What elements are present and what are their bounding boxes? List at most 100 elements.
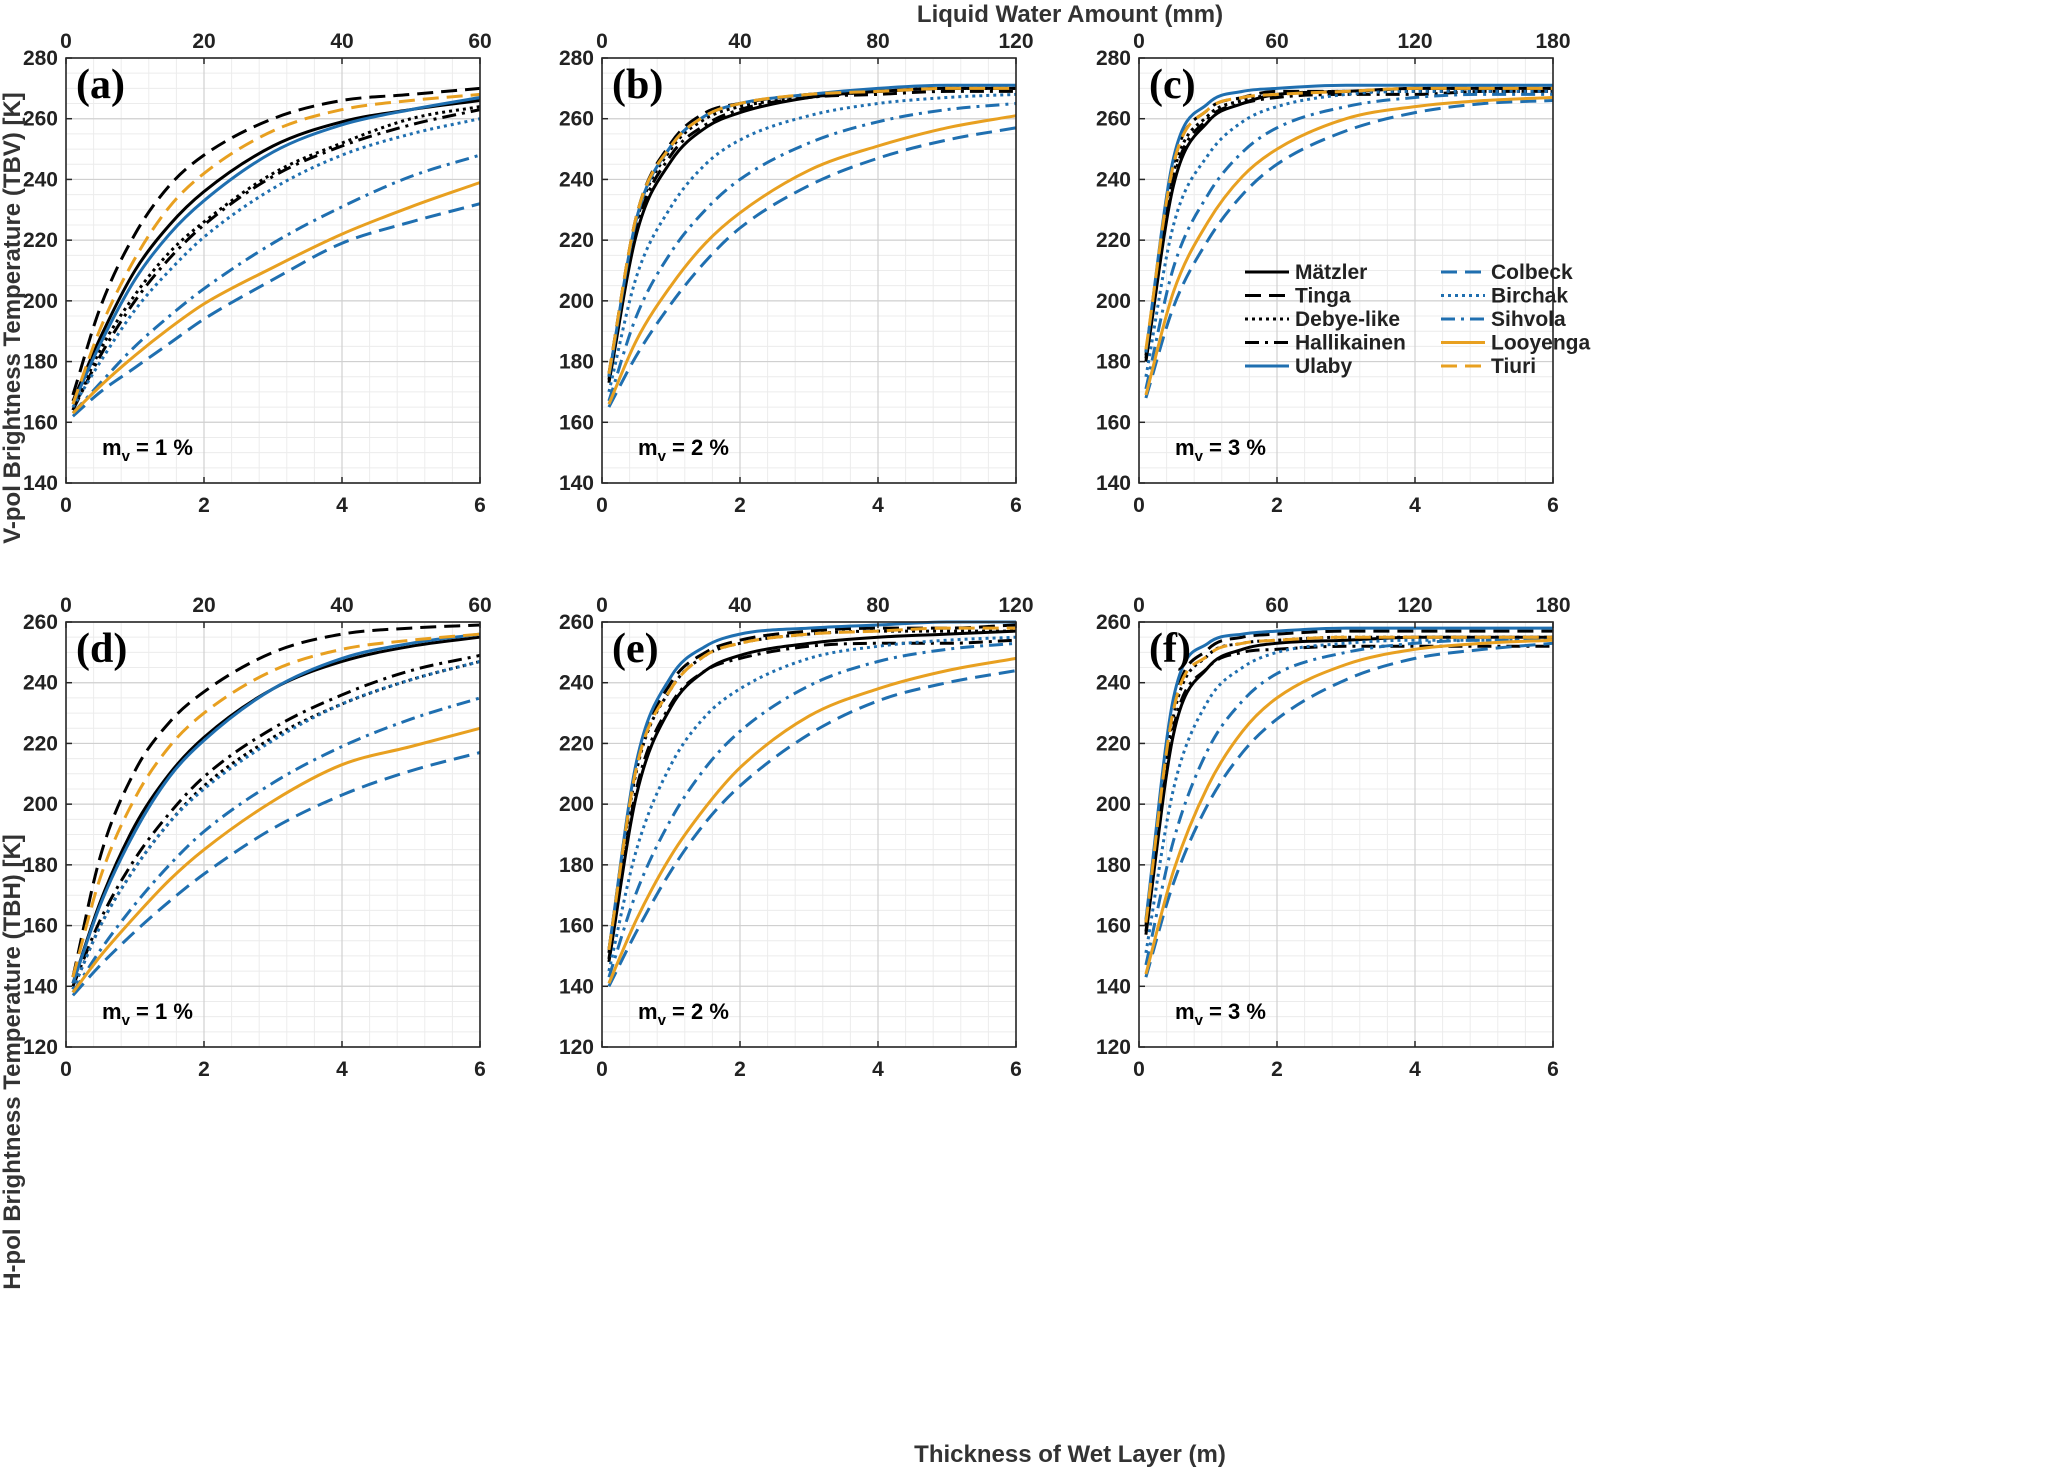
y-tick-label: 260 — [559, 611, 594, 634]
x-tick-label: 0 — [596, 1058, 608, 1081]
y-tick-label: 200 — [1096, 290, 1131, 313]
y-tick-label: 240 — [23, 168, 58, 191]
series-group — [71, 623, 481, 997]
x-tick-label: 6 — [1547, 494, 1559, 517]
y-tick-label: 160 — [1096, 915, 1131, 938]
mv-value: = 2 % — [666, 999, 729, 1024]
series-line-hallikainen — [607, 89, 1016, 381]
y-tick-label: 260 — [23, 611, 58, 634]
axes-frame — [1138, 621, 1554, 1048]
series-line-sihvola — [607, 641, 1017, 978]
series-line-sihvola — [607, 102, 1017, 402]
series-line-tiuri — [1144, 86, 1553, 350]
ylabel-hpol: H-pol Brightness Temperature (TBH) [K] — [0, 834, 26, 1290]
y-tick-label: 180 — [559, 351, 594, 374]
axes-frame — [601, 621, 1017, 1048]
y-tick-label: 200 — [1096, 793, 1131, 816]
y-tick-label: 240 — [1096, 672, 1131, 695]
y-tick-label: 220 — [1096, 229, 1131, 252]
y-tick-label: 160 — [559, 915, 594, 938]
series-line-tinga — [71, 86, 481, 396]
axes-frame — [601, 57, 1017, 484]
legend-label: Hallikainen — [1295, 332, 1406, 355]
x-tick-label: 4 — [1409, 494, 1421, 517]
y-tick-label: 200 — [559, 290, 594, 313]
legend-label: Tiuri — [1491, 355, 1536, 378]
series-line-hallikainen — [71, 653, 481, 987]
mv-value: = 1 % — [130, 999, 193, 1024]
moisture-annotation: mv = 2 % — [638, 999, 729, 1029]
y-tick-label: 260 — [559, 108, 594, 131]
y-tick-label: 140 — [1096, 975, 1131, 998]
series-line-colbeck — [1144, 99, 1554, 399]
axes-frame — [65, 621, 481, 1048]
moisture-annotation: mv = 3 % — [1175, 435, 1266, 465]
mv-value: = 3 % — [1203, 999, 1266, 1024]
panel-e: 002404806120120140160180200220240260(e)m… — [559, 594, 1034, 1081]
panel-c: 0026041206180140160180200220240260280(c)… — [1096, 30, 1591, 517]
series-line-looyenga — [1144, 638, 1554, 975]
y-tick-label: 140 — [23, 975, 58, 998]
legend-label: Tinga — [1295, 285, 1351, 308]
series-group — [607, 620, 1017, 987]
mv-subscript: v — [1195, 1012, 1204, 1029]
series-group — [1144, 83, 1554, 399]
mv-value: = 1 % — [130, 435, 193, 460]
mv-subscript: v — [658, 1012, 667, 1029]
x-tick-label: 0 — [1133, 494, 1145, 517]
top-x-tick-label: 180 — [1535, 594, 1570, 617]
series-line-sihvola — [71, 696, 481, 994]
y-tick-label: 140 — [1096, 472, 1131, 495]
legend-label: Colbeck — [1491, 261, 1573, 284]
y-tick-label: 240 — [23, 672, 58, 695]
series-line-looyenga — [71, 181, 481, 415]
x-tick-label: 4 — [336, 1058, 348, 1081]
y-tick-label: 240 — [559, 672, 594, 695]
top-x-tick-label: 20 — [192, 30, 215, 53]
moisture-annotation: mv = 2 % — [638, 435, 729, 465]
series-line-sihvola — [1144, 92, 1553, 390]
top-x-tick-label: 120 — [998, 30, 1033, 53]
top-x-tick-label: 60 — [468, 594, 491, 617]
y-tick-label: 180 — [23, 854, 58, 877]
top-x-tick-label: 40 — [330, 30, 353, 53]
y-tick-label: 120 — [23, 1036, 58, 1059]
x-tick-label: 6 — [474, 494, 486, 517]
legend-label: Sihvola — [1491, 308, 1566, 331]
series-line-ulaby — [71, 632, 481, 984]
top-x-tick-label: 0 — [596, 30, 608, 53]
mv-symbol: m — [638, 435, 658, 460]
y-tick-label: 220 — [559, 732, 594, 755]
mv-symbol: m — [1175, 435, 1195, 460]
top-x-tick-label: 120 — [1397, 594, 1432, 617]
x-tick-label: 2 — [198, 1058, 210, 1081]
series-line-ulaby — [1144, 626, 1553, 920]
x-tick-label: 0 — [596, 494, 608, 517]
legend-label: Mätzler — [1295, 261, 1367, 284]
legend-label: Debye-like — [1295, 308, 1400, 331]
panel-b: 002404806120140160180200220240260280(b)m… — [559, 30, 1034, 517]
series-line-looyenga — [607, 114, 1017, 405]
series-line-looyenga — [1144, 96, 1554, 396]
y-tick-label: 180 — [1096, 854, 1131, 877]
series-line-looyenga — [71, 726, 481, 994]
y-tick-label: 280 — [23, 47, 58, 70]
mv-symbol: m — [638, 999, 658, 1024]
top-x-tick-label: 40 — [330, 594, 353, 617]
series-line-hallikainen — [71, 108, 481, 411]
y-tick-label: 200 — [559, 793, 594, 816]
x-tick-label: 4 — [872, 494, 884, 517]
mv-subscript: v — [122, 1012, 131, 1029]
top-x-tick-label: 120 — [998, 594, 1033, 617]
y-tick-label: 240 — [1096, 168, 1131, 191]
series-line-ulaby — [1144, 83, 1553, 353]
top-x-tick-label: 0 — [596, 594, 608, 617]
top-x-tick-label: 180 — [1535, 30, 1570, 53]
x-tick-label: 2 — [734, 1058, 746, 1081]
top-x-tick-label: 20 — [192, 594, 215, 617]
series-line-debye-like — [71, 105, 481, 411]
y-tick-label: 140 — [23, 472, 58, 495]
x-tick-label: 6 — [1010, 494, 1022, 517]
y-tick-label: 260 — [23, 108, 58, 131]
